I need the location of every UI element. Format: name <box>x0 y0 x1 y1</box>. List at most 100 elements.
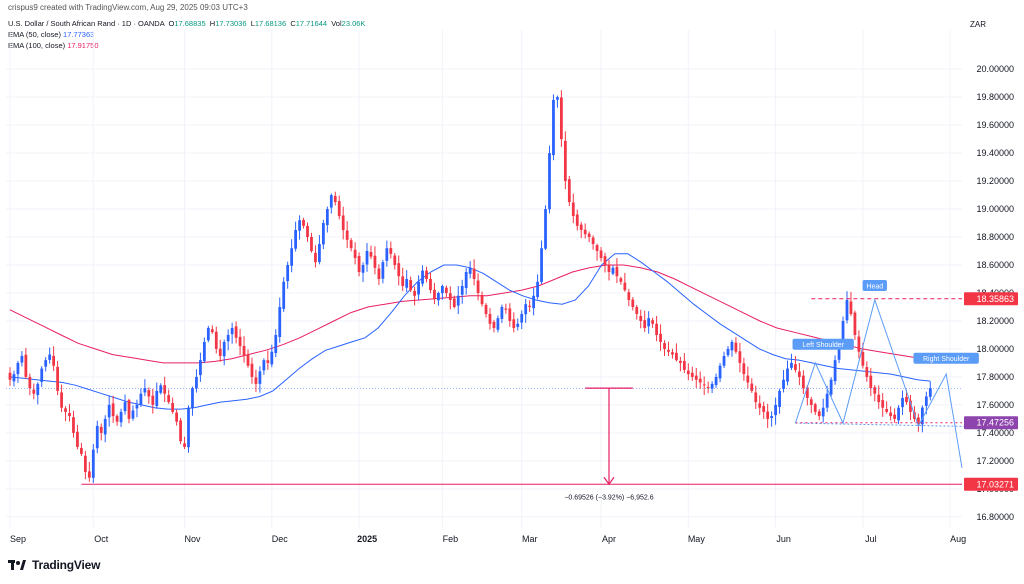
price-tick-label: 19.00000 <box>976 204 1014 214</box>
candle-body <box>837 341 841 360</box>
overlay-drawings: Left Shoulder Head Right Shoulder −0.69526 … <box>6 279 1010 501</box>
legend-ema100-row[interactable]: EMA (100, close) 17.91750 <box>8 40 365 51</box>
candle-body <box>115 415 119 422</box>
candle-body <box>924 396 928 406</box>
candle-body <box>686 370 690 375</box>
candle-body <box>734 342 738 352</box>
candle-body <box>480 295 484 305</box>
pattern-label: Head <box>866 283 883 290</box>
candle-body <box>171 403 175 412</box>
price-tick-label: 19.40000 <box>976 148 1014 158</box>
candle-body <box>246 354 250 366</box>
candle-body <box>877 394 881 403</box>
candle-body <box>484 304 488 314</box>
candle-body <box>631 299 635 307</box>
time-tick-label: Feb <box>443 534 459 544</box>
candle-body <box>12 374 16 382</box>
candle-body <box>682 360 686 370</box>
candle-body <box>738 351 742 363</box>
candle-body <box>393 255 397 266</box>
candle-body <box>754 392 758 403</box>
candle-body <box>310 236 313 252</box>
price-label-text: 17.47256 <box>976 418 1014 428</box>
price-label[interactable]: 17.03271 <box>964 477 1018 491</box>
candle-body <box>44 360 48 367</box>
time-tick-label: Oct <box>94 534 109 544</box>
candle-body <box>314 252 317 263</box>
candle-body <box>440 285 444 294</box>
candle-body <box>857 336 861 352</box>
ema100-value: 17.91750 <box>67 41 99 50</box>
time-tick-label: Sep <box>10 534 26 544</box>
candle-body <box>869 375 873 389</box>
candle-body <box>714 376 718 385</box>
candle-body <box>790 362 793 368</box>
candle-body <box>222 341 226 357</box>
legend-symbol-row[interactable]: U.S. Dollar / South African Rand · 1D · … <box>8 18 365 29</box>
price-label[interactable]: 17.47256 <box>964 416 1018 430</box>
candle-body <box>671 352 674 355</box>
candle-body <box>191 388 194 409</box>
candle-body <box>607 264 611 273</box>
candle-body <box>8 372 12 380</box>
candle-body <box>667 349 670 352</box>
candle-body <box>619 278 623 282</box>
candle-body <box>433 289 436 299</box>
candle-body <box>659 333 662 342</box>
candle-body <box>801 375 805 389</box>
candle-body <box>425 270 428 279</box>
candle-body <box>226 334 230 342</box>
candle-body <box>214 331 218 349</box>
candle-body <box>766 411 770 419</box>
candle-body <box>377 268 381 279</box>
tradingview-wordmark: TradingView <box>32 558 101 572</box>
candle-body <box>64 408 67 412</box>
candle-body <box>32 389 36 394</box>
candle-body <box>758 403 762 408</box>
candle-body <box>675 352 678 361</box>
price-label-text: 17.03271 <box>976 479 1014 489</box>
chart-legend: U.S. Dollar / South African Rand · 1D · … <box>8 18 365 51</box>
candle-body <box>774 404 777 416</box>
time-tick-label: Apr <box>602 534 616 544</box>
candle-body <box>627 292 631 300</box>
candle-body <box>702 384 706 386</box>
candle-body <box>298 220 301 231</box>
candle-body <box>456 295 460 306</box>
candle-body <box>865 367 869 377</box>
ema100-line <box>9 264 931 364</box>
price-tick-label: 18.20000 <box>976 316 1014 326</box>
price-tick-label: 16.80000 <box>976 512 1014 522</box>
candle-body <box>524 304 528 315</box>
candle-body <box>365 251 369 265</box>
price-tick-label: 17.60000 <box>976 400 1014 410</box>
open-label: O <box>168 19 175 28</box>
candle-body <box>603 256 607 266</box>
candle-body <box>179 420 182 442</box>
measure-arrowhead <box>603 476 615 486</box>
price-axis: 20.00000 19.80000 19.60000 19.40000 19.20000… <box>964 64 1018 522</box>
measure-label: −0.69526 (−3.92%) −6,952.6 <box>564 494 653 501</box>
tradingview-logo[interactable]: TradingView <box>8 558 100 572</box>
price-tick-label: 18.00000 <box>976 344 1014 354</box>
candle-body <box>885 409 889 412</box>
candle-body <box>651 320 655 324</box>
candle-body <box>397 263 401 277</box>
volume-value: 23.06K <box>341 19 366 28</box>
candle-body <box>306 225 309 238</box>
candle-body <box>500 306 504 319</box>
candle-body <box>357 256 361 273</box>
price-label[interactable]: 18.35863 <box>964 292 1018 306</box>
candle-body <box>199 360 202 376</box>
candle-body <box>452 298 456 307</box>
candle-body <box>210 329 214 333</box>
price-tick-label: 17.40000 <box>976 428 1014 438</box>
pattern-label: Left Shoulder <box>802 342 844 349</box>
candle-body <box>849 301 853 314</box>
candle-body <box>413 290 417 296</box>
candle-body <box>401 276 405 286</box>
candle-body <box>123 402 127 412</box>
candle-body <box>437 292 440 301</box>
legend-ema50-row[interactable]: EMA (50, close) 17.77363 <box>8 29 365 40</box>
